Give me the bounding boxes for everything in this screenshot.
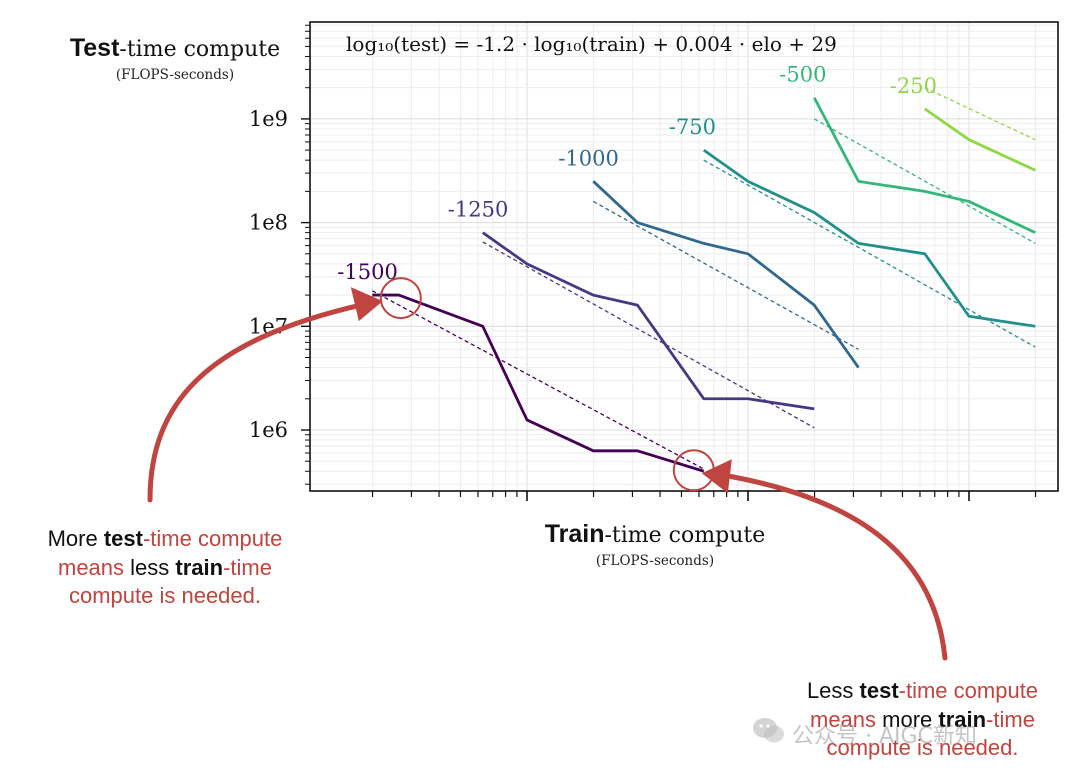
- fit-lines: [371, 87, 1036, 470]
- series-line-neg1250: [481, 231, 815, 411]
- fit-line-neg1250: [482, 241, 815, 429]
- annotation-arrows: [147, 277, 948, 661]
- plot-frame: [309, 21, 1059, 492]
- series-line-neg500: [813, 97, 1036, 234]
- series-labels: -1500 -1250 -1000 -750 -500 -250: [337, 63, 937, 284]
- fit-line-neg750: [703, 159, 1036, 348]
- watermark-text: 公众号 · AIGC新知: [792, 724, 977, 749]
- wechat-icon: [753, 718, 784, 743]
- y-tick-label: 1e8: [249, 211, 288, 235]
- series-label: -1500: [337, 260, 398, 284]
- series-label: -1000: [558, 146, 619, 170]
- fit-line-neg500: [813, 118, 1036, 244]
- series-line-neg250: [923, 107, 1036, 172]
- arrow-left-curve: [147, 302, 364, 503]
- fit-line-neg1500: [371, 290, 705, 470]
- arrow-right-curve: [721, 472, 948, 661]
- series-line-neg750: [702, 148, 1036, 328]
- y-axis-label: Test-time compute (FLOPS-seconds): [69, 34, 281, 83]
- series-label: -500: [779, 63, 826, 87]
- highlight-circle-high-test: [379, 277, 422, 320]
- x-axis-label: Train-time compute (FLOPS-seconds): [544, 520, 766, 569]
- arrow-left-head: [350, 287, 383, 322]
- arrow-right-head: [701, 459, 732, 494]
- series-label: -750: [669, 115, 716, 139]
- fit-line-neg1000: [592, 200, 859, 350]
- series-label: -1250: [448, 198, 509, 222]
- series-line-neg1000: [592, 180, 860, 369]
- series-label: -250: [890, 74, 937, 98]
- chart-title: log₁₀(test) = -1.2 · log₁₀(train) + 0.00…: [346, 32, 837, 56]
- fit-line-neg250: [924, 87, 1036, 141]
- grid-lines: [310, 22, 1058, 491]
- series-line-neg1500: [372, 293, 705, 473]
- right-annotation: Less test-time compute means more train-…: [806, 678, 1039, 761]
- left-annotation: More test-time compute means less train-…: [47, 526, 283, 609]
- y-tick-label: 1e9: [249, 107, 288, 131]
- y-tick-label: 1e6: [249, 418, 288, 442]
- series-lines: [372, 97, 1036, 473]
